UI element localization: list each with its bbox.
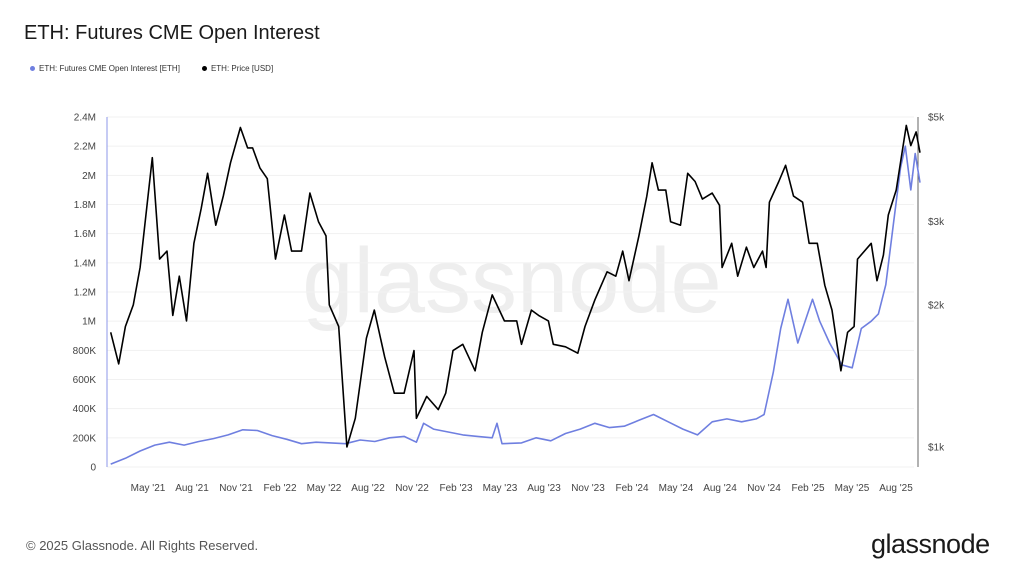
legend-dot-icon [201, 66, 207, 71]
y-left-tick-label: 2M [82, 171, 96, 182]
price-line [109, 124, 921, 448]
copyright: © 2025 Glassnode. All Rights Reserved. [26, 538, 259, 553]
y-left-tick-label: 1.6M [74, 229, 96, 240]
x-tick-label: Nov '21 [219, 483, 253, 494]
x-tick-label: May '23 [483, 483, 518, 494]
y-right-tick-label: $3k [928, 217, 945, 228]
x-tick-label: May '21 [131, 483, 166, 494]
x-tick-label: Feb '24 [615, 483, 648, 494]
x-tick-label: May '24 [659, 483, 694, 494]
glassnode-logo: glassnode [871, 529, 990, 559]
x-tick-label: Aug '24 [703, 483, 737, 494]
y-right-tick-label: $2k [928, 300, 945, 311]
x-tick-label: May '22 [307, 483, 342, 494]
legend: ETH: Futures CME Open Interest [ETH] ETH… [30, 64, 273, 73]
x-tick-label: Feb '22 [263, 483, 296, 494]
x-tick-label: Feb '23 [439, 483, 472, 494]
legend-item-open-interest[interactable]: ETH: Futures CME Open Interest [ETH] [30, 64, 180, 73]
legend-label: ETH: Futures CME Open Interest [ETH] [39, 64, 180, 73]
y-left-tick-label: 1.4M [74, 258, 96, 269]
x-tick-label: Nov '24 [747, 483, 781, 494]
x-tick-label: May '25 [835, 483, 870, 494]
y-left-tick-label: 200K [73, 433, 97, 444]
y-right-tick-label: $5k [928, 113, 945, 124]
legend-dot-icon [30, 66, 35, 71]
x-tick-label: Aug '22 [351, 483, 385, 494]
y-left-tick-label: 1.2M [74, 288, 96, 299]
x-tick-label: Feb '25 [791, 483, 824, 494]
x-tick-label: Nov '23 [571, 483, 605, 494]
x-tick-label: Aug '23 [527, 483, 561, 494]
y-right-tick-label: $1k [928, 443, 945, 454]
y-left-tick-label: 0 [90, 463, 96, 474]
y-left-tick-label: 600K [73, 375, 97, 386]
y-left-tick-label: 2.4M [74, 113, 96, 124]
x-tick-label: Aug '21 [175, 483, 209, 494]
y-left-tick-label: 400K [73, 404, 97, 415]
x-tick-label: Nov '22 [395, 483, 429, 494]
watermark: glassnode [302, 230, 721, 332]
x-tick-label: Aug '25 [879, 483, 913, 494]
legend-item-price[interactable]: ETH: Price [USD] [201, 64, 274, 73]
y-left-tick-label: 1.8M [74, 200, 96, 211]
y-left-tick-label: 2.2M [74, 142, 96, 153]
chart-title: ETH: Futures CME Open Interest [24, 22, 320, 44]
y-left-tick-label: 1M [82, 317, 96, 328]
y-left-tick-label: 800K [73, 346, 97, 357]
legend-label: ETH: Price [USD] [210, 64, 274, 73]
